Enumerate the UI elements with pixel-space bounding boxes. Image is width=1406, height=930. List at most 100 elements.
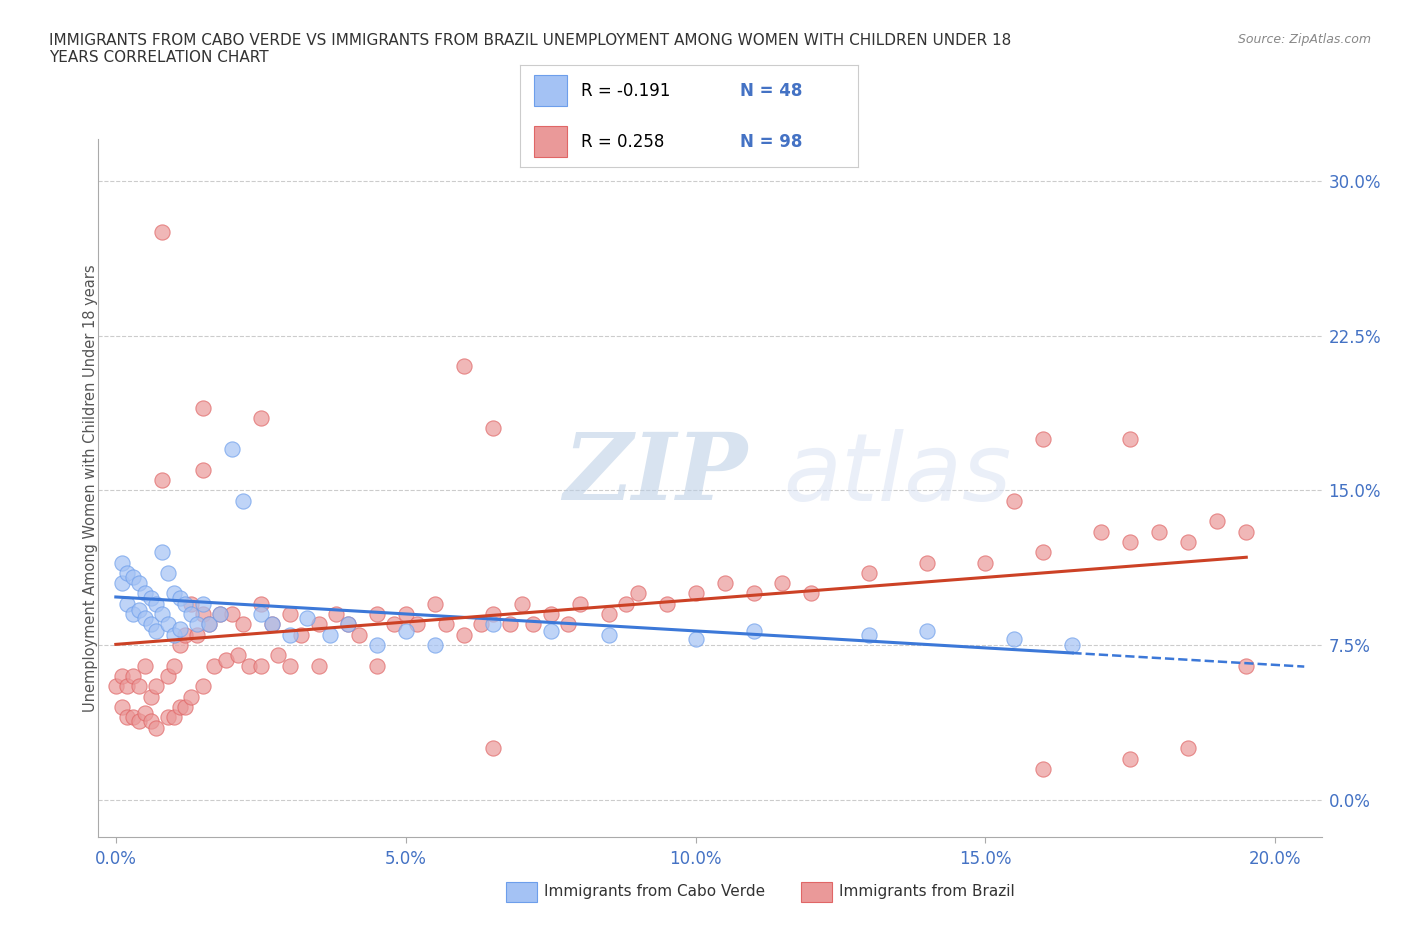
Point — [186, 617, 208, 631]
Point — [163, 586, 186, 601]
Point — [215, 652, 238, 667]
Point — [308, 617, 330, 631]
Point — [1002, 493, 1025, 508]
Point — [150, 545, 173, 560]
Point — [423, 596, 446, 611]
Point — [325, 606, 347, 621]
Point — [117, 679, 139, 694]
Point — [169, 699, 191, 714]
Point — [1002, 631, 1025, 646]
Point — [249, 658, 271, 673]
Point — [278, 606, 301, 621]
Point — [163, 628, 186, 643]
Point — [470, 617, 492, 631]
Point — [169, 591, 191, 605]
Point — [209, 606, 232, 621]
Point — [1206, 514, 1229, 529]
Point — [1149, 525, 1171, 539]
Point — [174, 596, 197, 611]
Point — [139, 714, 162, 729]
Point — [156, 710, 179, 724]
Point — [139, 689, 162, 704]
Point — [180, 689, 202, 704]
Point — [423, 638, 446, 653]
Point — [262, 617, 284, 631]
Text: N = 48: N = 48 — [740, 82, 801, 100]
Point — [169, 638, 191, 653]
Point — [128, 679, 150, 694]
Point — [974, 555, 997, 570]
Point — [117, 565, 139, 580]
Point — [366, 606, 388, 621]
Point — [110, 576, 132, 591]
Point — [249, 411, 271, 426]
Text: ZIP: ZIP — [564, 430, 748, 519]
Point — [742, 623, 765, 638]
Point — [139, 591, 162, 605]
Point — [917, 555, 939, 570]
Point — [1032, 545, 1054, 560]
Point — [713, 576, 735, 591]
Point — [156, 617, 179, 631]
Point — [685, 586, 707, 601]
Point — [453, 628, 475, 643]
Point — [163, 658, 186, 673]
Point — [134, 706, 156, 721]
Point — [180, 606, 202, 621]
Point — [917, 623, 939, 638]
Point — [481, 606, 503, 621]
Point — [278, 628, 301, 643]
Text: IMMIGRANTS FROM CABO VERDE VS IMMIGRANTS FROM BRAZIL UNEMPLOYMENT AMONG WOMEN WI: IMMIGRANTS FROM CABO VERDE VS IMMIGRANTS… — [49, 33, 1011, 65]
Point — [349, 628, 371, 643]
Point — [209, 606, 232, 621]
Point — [382, 617, 405, 631]
Text: Immigrants from Cabo Verde: Immigrants from Cabo Verde — [544, 884, 765, 899]
Point — [1032, 432, 1054, 446]
Point — [1090, 525, 1112, 539]
Point — [202, 658, 225, 673]
Point — [197, 617, 219, 631]
Point — [262, 617, 284, 631]
Point — [1119, 535, 1142, 550]
Point — [134, 586, 156, 601]
Point — [1177, 741, 1199, 756]
Point — [122, 569, 145, 584]
FancyBboxPatch shape — [534, 75, 568, 106]
Point — [174, 628, 197, 643]
Point — [557, 617, 579, 631]
Point — [1119, 432, 1142, 446]
Point — [655, 596, 678, 611]
Point — [156, 565, 179, 580]
Point — [128, 603, 150, 618]
Point — [191, 596, 214, 611]
Point — [395, 623, 418, 638]
Point — [614, 596, 637, 611]
Point — [685, 631, 707, 646]
Point — [150, 472, 173, 487]
Point — [191, 400, 214, 415]
Point — [499, 617, 522, 631]
Point — [406, 617, 429, 631]
Point — [110, 699, 132, 714]
FancyBboxPatch shape — [534, 126, 568, 157]
Point — [145, 720, 167, 735]
Point — [238, 658, 260, 673]
Point — [145, 623, 167, 638]
Point — [156, 669, 179, 684]
Point — [772, 576, 794, 591]
Text: N = 98: N = 98 — [740, 133, 801, 151]
Point — [1177, 535, 1199, 550]
Point — [267, 648, 290, 663]
Point — [180, 596, 202, 611]
Point — [122, 710, 145, 724]
Point — [742, 586, 765, 601]
Point — [481, 617, 503, 631]
Point — [186, 628, 208, 643]
Point — [110, 669, 132, 684]
Point — [395, 606, 418, 621]
Point — [110, 555, 132, 570]
Point — [191, 679, 214, 694]
Text: atlas: atlas — [783, 429, 1012, 520]
Point — [145, 596, 167, 611]
Point — [169, 621, 191, 636]
